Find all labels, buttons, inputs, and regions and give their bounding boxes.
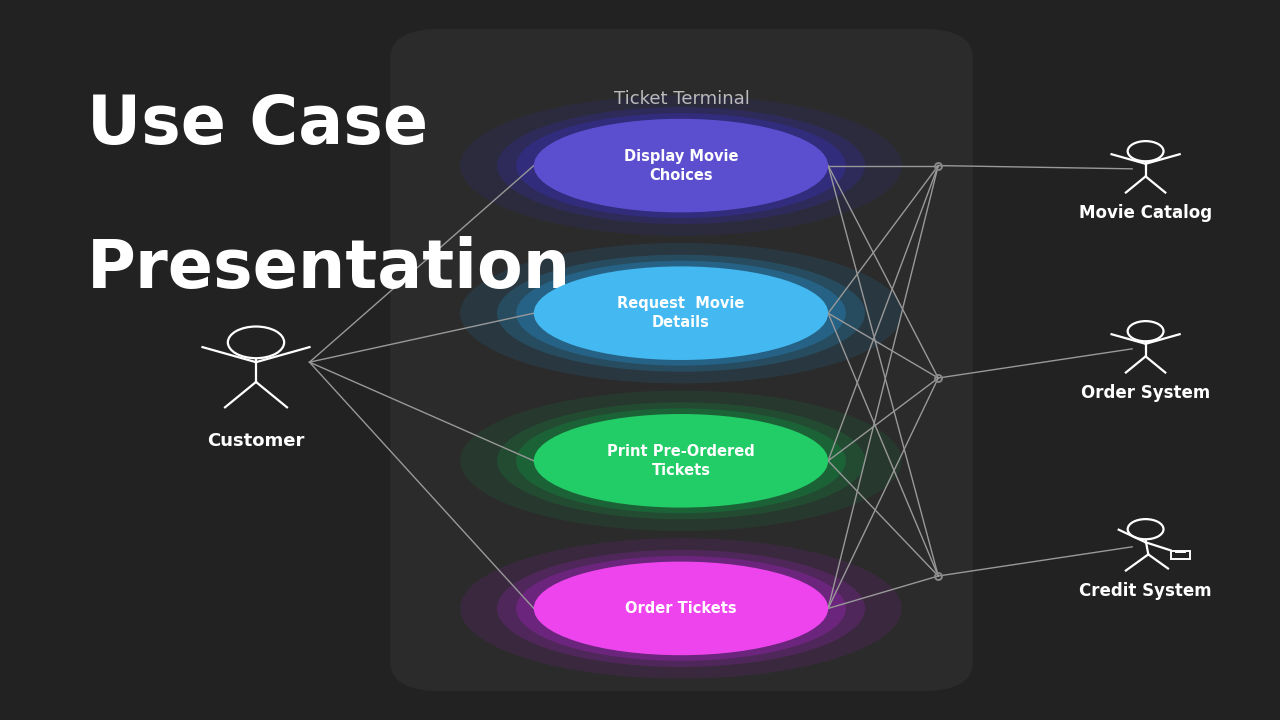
Text: Request  Movie
Details: Request Movie Details — [617, 296, 745, 330]
Ellipse shape — [534, 266, 828, 360]
Ellipse shape — [516, 408, 846, 513]
Ellipse shape — [516, 261, 846, 366]
Ellipse shape — [497, 107, 865, 224]
Text: Customer: Customer — [207, 432, 305, 450]
Text: Order Tickets: Order Tickets — [625, 601, 737, 616]
Ellipse shape — [516, 556, 846, 661]
Text: Presentation: Presentation — [87, 236, 571, 302]
Text: Ticket Terminal: Ticket Terminal — [613, 90, 750, 108]
Text: Display Movie
Choices: Display Movie Choices — [623, 148, 739, 183]
Text: Credit System: Credit System — [1079, 582, 1212, 600]
Ellipse shape — [497, 550, 865, 667]
Text: Order System: Order System — [1082, 384, 1210, 402]
Ellipse shape — [461, 390, 901, 531]
Ellipse shape — [497, 402, 865, 519]
Text: Movie Catalog: Movie Catalog — [1079, 204, 1212, 222]
Ellipse shape — [497, 255, 865, 372]
FancyBboxPatch shape — [390, 29, 973, 691]
Text: Use Case: Use Case — [87, 92, 429, 158]
Ellipse shape — [461, 539, 901, 678]
Ellipse shape — [516, 113, 846, 218]
Ellipse shape — [461, 243, 901, 384]
Ellipse shape — [461, 95, 901, 236]
Ellipse shape — [534, 562, 828, 655]
Text: Print Pre-Ordered
Tickets: Print Pre-Ordered Tickets — [607, 444, 755, 478]
Ellipse shape — [534, 119, 828, 212]
Ellipse shape — [534, 414, 828, 508]
